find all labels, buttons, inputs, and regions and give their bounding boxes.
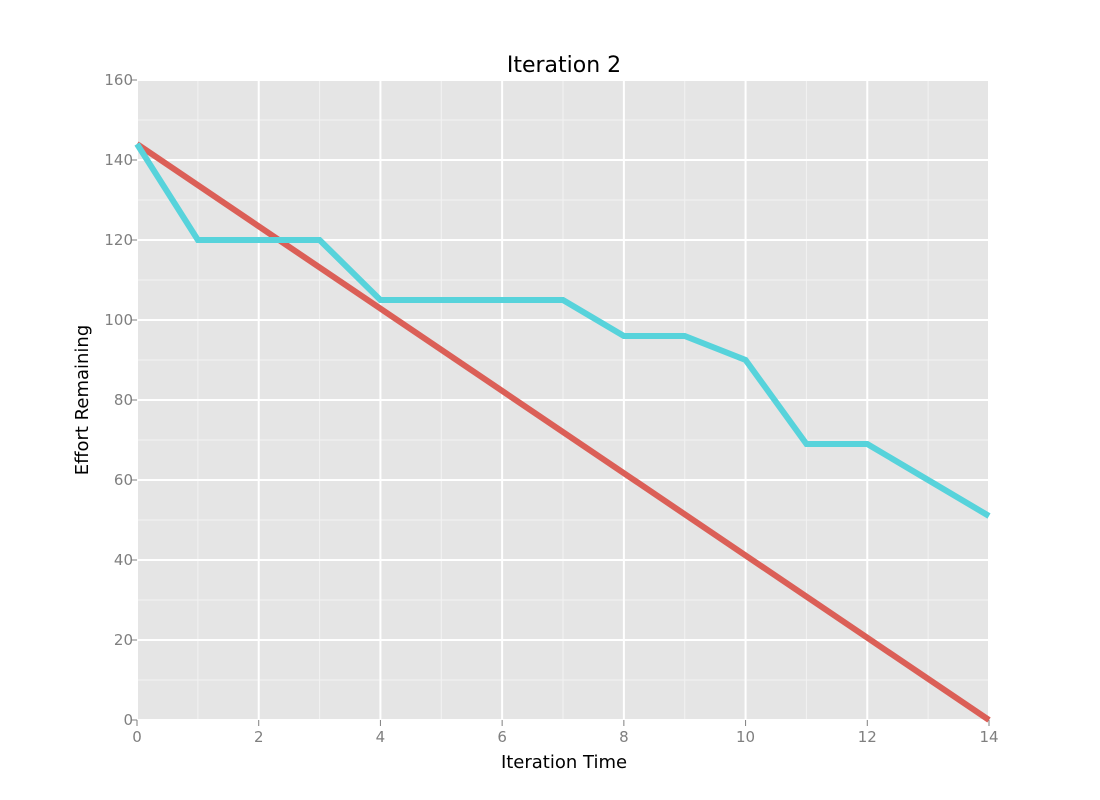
x-tick-label: 2	[254, 728, 264, 746]
y-tick-label: 120	[104, 231, 133, 249]
y-tick-label: 80	[114, 391, 133, 409]
y-tick-label: 60	[114, 471, 133, 489]
y-tick-label: 100	[104, 311, 133, 329]
chart-title: Iteration 2	[507, 53, 621, 78]
y-tick-label: 160	[104, 71, 133, 89]
x-tick-label: 0	[132, 728, 142, 746]
actual-burndown-line	[134, 142, 991, 519]
x-tick-label: 8	[619, 728, 629, 746]
y-axis-label: Effort Remaining	[72, 325, 93, 476]
y-tick-label: 20	[114, 631, 133, 649]
series-layer	[134, 141, 991, 723]
x-axis-label: Iteration Time	[501, 752, 627, 773]
y-tick-label: 40	[114, 551, 133, 569]
x-tick-label: 10	[736, 728, 755, 746]
x-tick-label: 6	[497, 728, 507, 746]
x-tick-label: 4	[376, 728, 386, 746]
x-tick-label: 14	[979, 728, 998, 746]
y-tick-label: 0	[123, 711, 133, 729]
y-tick-label: 140	[104, 151, 133, 169]
x-axis: 0 2 4 6 8 10 12 14	[132, 720, 999, 746]
minor-grid	[137, 80, 989, 720]
major-grid	[136, 79, 990, 721]
y-axis: 0 20 40 60 80 100 120 140 160	[104, 71, 137, 729]
x-tick-label: 12	[858, 728, 877, 746]
